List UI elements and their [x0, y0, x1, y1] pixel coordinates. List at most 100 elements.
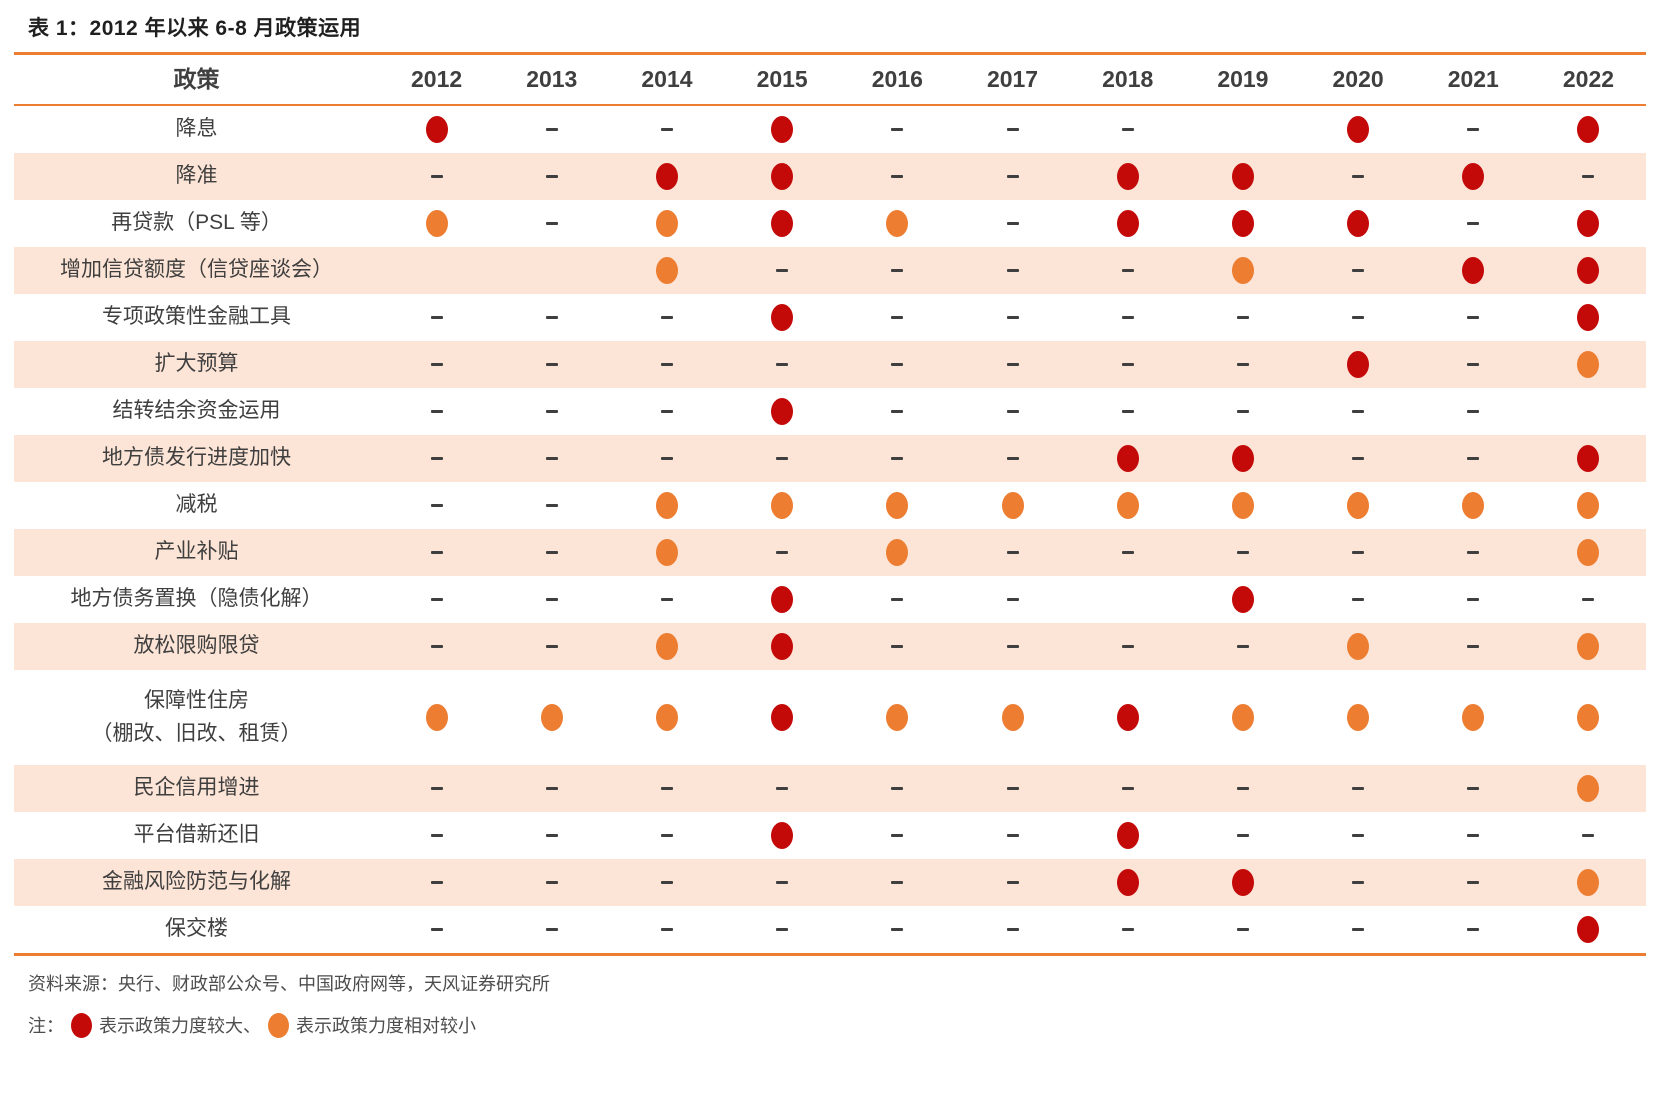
- policy-cell-2014: [609, 787, 724, 790]
- policy-cell-2022: [1531, 598, 1646, 601]
- policy-cell-2017: [955, 410, 1070, 413]
- large-policy-dot-icon: [1116, 210, 1139, 237]
- policy-cell-2014: [609, 410, 724, 413]
- small-policy-dot-icon: [1347, 492, 1370, 519]
- policy-cell-2019: [1185, 492, 1300, 519]
- policy-cell-2012: [379, 787, 494, 790]
- policy-label-line1: 平台借新还旧: [133, 823, 260, 847]
- policy-cell-2014: [609, 633, 724, 660]
- dash-mark: [430, 457, 443, 460]
- table-header-row: 政策 2012 2013 2014 2015 2016 2017 2018 2019 2020 20…: [14, 55, 1646, 106]
- policy-cell-2014: [609, 598, 724, 601]
- policy-cell-2013: [494, 551, 609, 554]
- policy-cell-2021: [1416, 787, 1531, 790]
- policy-cell-2013: [494, 410, 609, 413]
- table-row: 地方债务置换（隐债化解）: [14, 576, 1646, 623]
- large-policy-dot-icon: [771, 210, 794, 237]
- dash-mark: [660, 881, 673, 884]
- policy-cell-2022: [1531, 834, 1646, 837]
- policy-cell-2016: [840, 316, 955, 319]
- policy-cell-2020: [1301, 633, 1416, 660]
- policy-cell-2014: [609, 928, 724, 931]
- dash-mark: [1121, 269, 1134, 272]
- dash-mark: [1006, 551, 1019, 554]
- policy-cell-2017: [955, 881, 1070, 884]
- policy-cell-2017: [955, 316, 1070, 319]
- dash-mark: [1236, 834, 1249, 837]
- policy-row-label: 放松限购限贷: [14, 630, 379, 663]
- dash-mark: [1582, 598, 1595, 601]
- small-policy-dot-icon: [1577, 492, 1600, 519]
- dash-mark: [891, 128, 904, 131]
- small-policy-dot-icon: [1577, 539, 1600, 566]
- policy-cell-2017: [955, 598, 1070, 601]
- header-year-2017: 2017: [986, 66, 1039, 92]
- small-policy-dot-icon: [1577, 775, 1600, 802]
- small-policy-dot-icon: [1231, 257, 1254, 284]
- policy-cell-2021: [1416, 363, 1531, 366]
- dash-mark: [1121, 551, 1134, 554]
- dash-mark: [1006, 457, 1019, 460]
- table-title: 表 1：2012 年以来 6-8 月政策运用: [28, 17, 362, 40]
- dash-mark: [660, 457, 673, 460]
- large-policy-dot-icon: [1116, 163, 1139, 190]
- dash-mark: [545, 175, 558, 178]
- policy-cell-2012: [379, 834, 494, 837]
- policy-cell-2017: [955, 551, 1070, 554]
- policy-cell-2016: [840, 457, 955, 460]
- dash-mark: [776, 363, 789, 366]
- policy-cell-2021: [1416, 222, 1531, 225]
- policy-cell-2014: [609, 881, 724, 884]
- table-row: 增加信贷额度（信贷座谈会）: [14, 247, 1646, 294]
- dash-mark: [891, 787, 904, 790]
- policy-cell-2017: [955, 492, 1070, 519]
- small-policy-dot-icon: [1577, 633, 1600, 660]
- small-policy-dot-icon: [268, 1012, 289, 1038]
- policy-cell-2016: [840, 645, 955, 648]
- policy-cell-2013: [494, 175, 609, 178]
- dash-mark: [1006, 269, 1019, 272]
- dash-mark: [660, 363, 673, 366]
- policy-cell-2021: [1416, 881, 1531, 884]
- dash-mark: [1352, 269, 1365, 272]
- large-policy-dot-icon: [71, 1012, 92, 1038]
- table-row: 再贷款（PSL 等）: [14, 200, 1646, 247]
- policy-row-label: 地方债务置换（隐债化解）: [14, 583, 379, 616]
- policy-cell-2020: [1301, 410, 1416, 413]
- large-policy-dot-icon: [771, 822, 794, 849]
- policy-label-line1: 地方债务置换（隐债化解）: [70, 587, 323, 611]
- policy-cell-2014: [609, 128, 724, 131]
- policy-row-label: 民企信用增进: [14, 772, 379, 805]
- dash-mark: [1236, 410, 1249, 413]
- policy-cell-2022: [1531, 257, 1646, 284]
- policy-cell-2022: [1531, 175, 1646, 178]
- dash-mark: [1352, 316, 1365, 319]
- dash-mark: [1006, 222, 1019, 225]
- dash-mark: [1121, 363, 1134, 366]
- policy-cell-2013: [494, 834, 609, 837]
- policy-cell-2019: [1185, 410, 1300, 413]
- policy-cell-2019: [1185, 586, 1300, 613]
- policy-cell-2016: [840, 787, 955, 790]
- policy-cell-2022: [1531, 539, 1646, 566]
- large-policy-dot-icon: [1577, 210, 1600, 237]
- dash-mark: [1467, 881, 1480, 884]
- large-policy-dot-icon: [771, 304, 794, 331]
- policy-cell-2019: [1185, 834, 1300, 837]
- policy-cell-2022: [1531, 704, 1646, 731]
- dash-mark: [1352, 787, 1365, 790]
- policy-cell-2022: [1531, 775, 1646, 802]
- dash-mark: [660, 410, 673, 413]
- large-policy-dot-icon: [1116, 869, 1139, 896]
- policy-cell-2014: [609, 316, 724, 319]
- policy-cell-2018: [1070, 410, 1185, 413]
- policy-cell-2020: [1301, 175, 1416, 178]
- policy-cell-2016: [840, 598, 955, 601]
- policy-cell-2018: [1070, 822, 1185, 849]
- header-year-2015: 2015: [756, 66, 808, 92]
- policy-cell-2018: [1070, 163, 1185, 190]
- header-year-2018: 2018: [1102, 66, 1154, 92]
- policy-table: 政策 2012 2013 2014 2015 2016 2017 2018 2019 2020 20…: [14, 52, 1646, 956]
- policy-cell-2020: [1301, 492, 1416, 519]
- small-policy-dot-icon: [425, 704, 448, 731]
